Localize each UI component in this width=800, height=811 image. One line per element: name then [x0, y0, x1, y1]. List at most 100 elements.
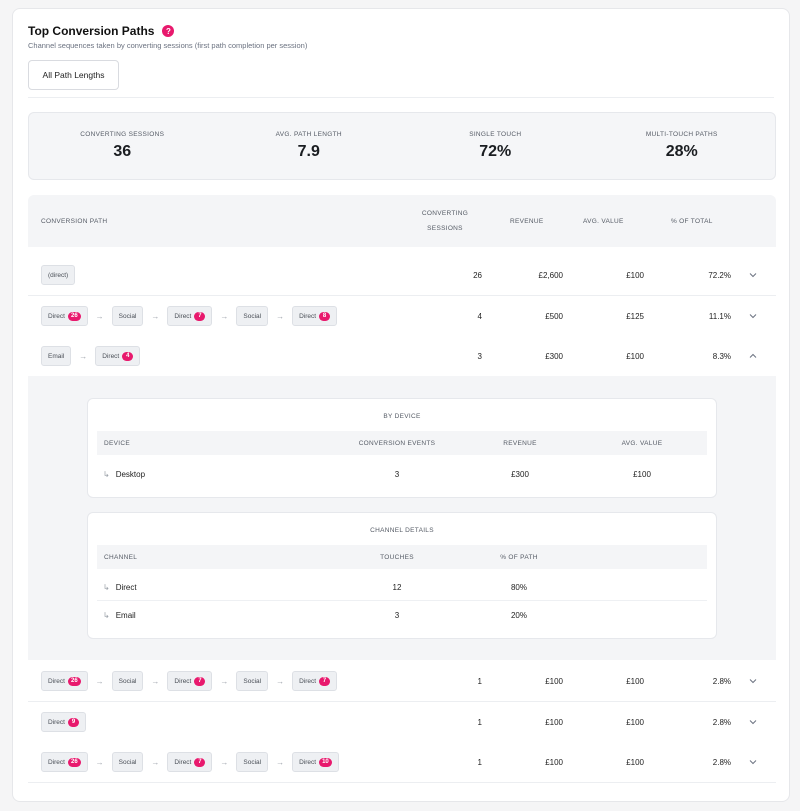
channel-chip-label: Social — [243, 758, 262, 766]
title-row: Top Conversion Paths ? — [28, 24, 175, 38]
chevron-down-icon[interactable] — [746, 296, 760, 336]
channel-chip: Direct 26 — [41, 671, 88, 691]
channel-chip-label: Direct — [299, 312, 317, 320]
touch-count-badge: 9 — [67, 717, 79, 727]
sub-row-arrow-icon: ↳ — [103, 469, 110, 479]
table-row[interactable]: Direct 9 1 £100 £100 2.8% — [28, 702, 776, 743]
channel-chip-label: Direct — [48, 718, 65, 726]
conversion-paths-card: Top Conversion Paths ? Channel sequences… — [12, 8, 790, 802]
channel-chip: Direct 26 — [41, 306, 88, 326]
pct-path-value: 20% — [510, 610, 527, 620]
stat-value: 36 — [113, 143, 132, 160]
chevron-up-icon[interactable] — [746, 336, 760, 376]
touch-count-badge: 26 — [67, 311, 81, 321]
channel-chip: Direct 10 — [292, 752, 339, 772]
channel-chip-label: Direct — [48, 677, 65, 685]
help-icon[interactable]: ? — [162, 25, 175, 37]
pct-total-value: 2.8% — [712, 676, 731, 686]
channel-details-panel: CHANNEL DETAILS CHANNEL TOUCHES % OF PAT… — [87, 512, 717, 639]
arrow-right-icon: → — [220, 676, 229, 686]
touch-count-badge: 7 — [319, 676, 331, 686]
arrow-right-icon: → — [276, 757, 285, 767]
channel-chip-label: Direct — [48, 312, 65, 320]
channel-chip-label: (direct) — [48, 271, 69, 279]
page-title: Top Conversion Paths — [28, 24, 155, 38]
touch-count-badge: 26 — [67, 757, 81, 767]
revenue-value: £300 — [511, 469, 529, 479]
conversion-path: Direct 26 → Social → Direct 7 → Social → Direct 8 — [41, 296, 338, 336]
header-conversion-events: CONVERSION EVENTS — [358, 439, 436, 447]
revenue-value: £100 — [545, 717, 563, 727]
expanded-detail: BY DEVICE DEVICE CONVERSION EVENTS REVEN… — [28, 376, 776, 660]
table-row[interactable]: Direct 26 → Social → Direct 7 → Social → Direct 8 4 £… — [28, 296, 776, 337]
channel-chip-label: Social — [243, 677, 262, 685]
revenue-value: £300 — [545, 351, 563, 361]
path-length-filter-button[interactable]: All Path Lengths — [28, 60, 119, 90]
header-avg-value: AVG. VALUE — [621, 439, 663, 447]
header-pct-total: % OF TOTAL — [671, 217, 713, 225]
avg-value: £100 — [633, 469, 651, 479]
chevron-down-icon[interactable] — [746, 702, 760, 742]
header-revenue: REVENUE — [503, 439, 537, 447]
arrow-right-icon: → — [220, 311, 229, 321]
channel-chip-label: Social — [118, 758, 137, 766]
arrow-right-icon: → — [95, 757, 104, 767]
conversion-path: Direct 9 — [41, 702, 86, 742]
header-pct-path: % OF PATH — [500, 553, 538, 561]
conversion-path: Email → Direct 4 — [41, 336, 141, 376]
table-row[interactable]: (direct) 26 £2,600 £100 72.2% — [28, 255, 776, 296]
channel-chip: Direct 4 — [95, 346, 141, 366]
stat-value: 7.9 — [297, 143, 320, 160]
channel-row: ↳ Direct 12 80% — [97, 575, 707, 601]
channel-details-title: CHANNEL DETAILS — [370, 527, 434, 534]
channel-chip: Social — [111, 306, 144, 326]
table-row[interactable]: Direct 26 → Social → Direct 7 → Social → Direct 10 1… — [28, 742, 776, 783]
touch-count-badge: 7 — [194, 757, 206, 767]
converting-sessions-value: 3 — [477, 351, 482, 361]
header-converting-sessions-line1: CONVERTING — [421, 210, 469, 217]
pct-total-value: 2.8% — [712, 717, 731, 727]
stat-label: SINGLE TOUCH — [469, 131, 522, 138]
pct-total-value: 72.2% — [708, 270, 731, 280]
channel-chip: Social — [236, 671, 269, 691]
channel-chip: Direct 7 — [167, 306, 213, 326]
arrow-right-icon: → — [151, 676, 160, 686]
touch-count-badge: 26 — [67, 676, 81, 686]
conversion-path: Direct 26 → Social → Direct 7 → Social → Direct 10 — [41, 742, 339, 782]
device-name: Desktop — [115, 469, 146, 479]
page-subtitle: Channel sequences taken by converting se… — [28, 41, 308, 50]
revenue-value: £100 — [545, 676, 563, 686]
channel-chip: Social — [111, 671, 144, 691]
conversion-events-value: 3 — [394, 469, 400, 479]
chevron-down-icon[interactable] — [746, 661, 760, 701]
table-row[interactable]: Direct 26 → Social → Direct 7 → Social → Direct 7 1 £… — [28, 661, 776, 702]
channel-chip-label: Direct — [299, 677, 317, 685]
converting-sessions-value: 4 — [477, 311, 482, 321]
channel-chip-label: Social — [243, 312, 262, 320]
chevron-down-icon[interactable] — [746, 255, 760, 295]
channel-chip: Social — [236, 752, 269, 772]
by-device-panel: BY DEVICE DEVICE CONVERSION EVENTS REVEN… — [87, 398, 717, 498]
pct-total-value: 2.8% — [712, 757, 731, 767]
revenue-value: £2,600 — [538, 270, 563, 280]
sub-row-arrow-icon: ↳ — [103, 610, 110, 620]
pct-total-value: 8.3% — [712, 351, 731, 361]
arrow-right-icon: → — [79, 351, 88, 361]
conversion-path: Direct 26 → Social → Direct 7 → Social → Direct 7 — [41, 661, 338, 701]
arrow-right-icon: → — [151, 757, 160, 767]
channel-chip: Social — [111, 752, 144, 772]
table-row[interactable]: Email → Direct 4 3 £300 £100 8.3% — [28, 336, 776, 377]
sub-row-arrow-icon: ↳ — [103, 583, 110, 592]
header-conversion-path: CONVERSION PATH — [41, 217, 108, 225]
channel-chip: Social — [236, 306, 269, 326]
channel-details-header: CHANNEL TOUCHES % OF PATH — [97, 545, 707, 569]
touch-count-badge: 7 — [194, 676, 206, 686]
arrow-right-icon: → — [151, 311, 160, 321]
conversion-path: (direct) — [41, 255, 76, 295]
avg-value: £125 — [626, 311, 644, 321]
header-revenue: REVENUE — [510, 217, 544, 225]
header-channel: CHANNEL — [104, 553, 138, 561]
stat-avg-path-length: AVG. PATH LENGTH 7.9 — [216, 113, 403, 179]
chevron-down-icon[interactable] — [746, 742, 760, 782]
stat-value: 28% — [665, 143, 698, 160]
